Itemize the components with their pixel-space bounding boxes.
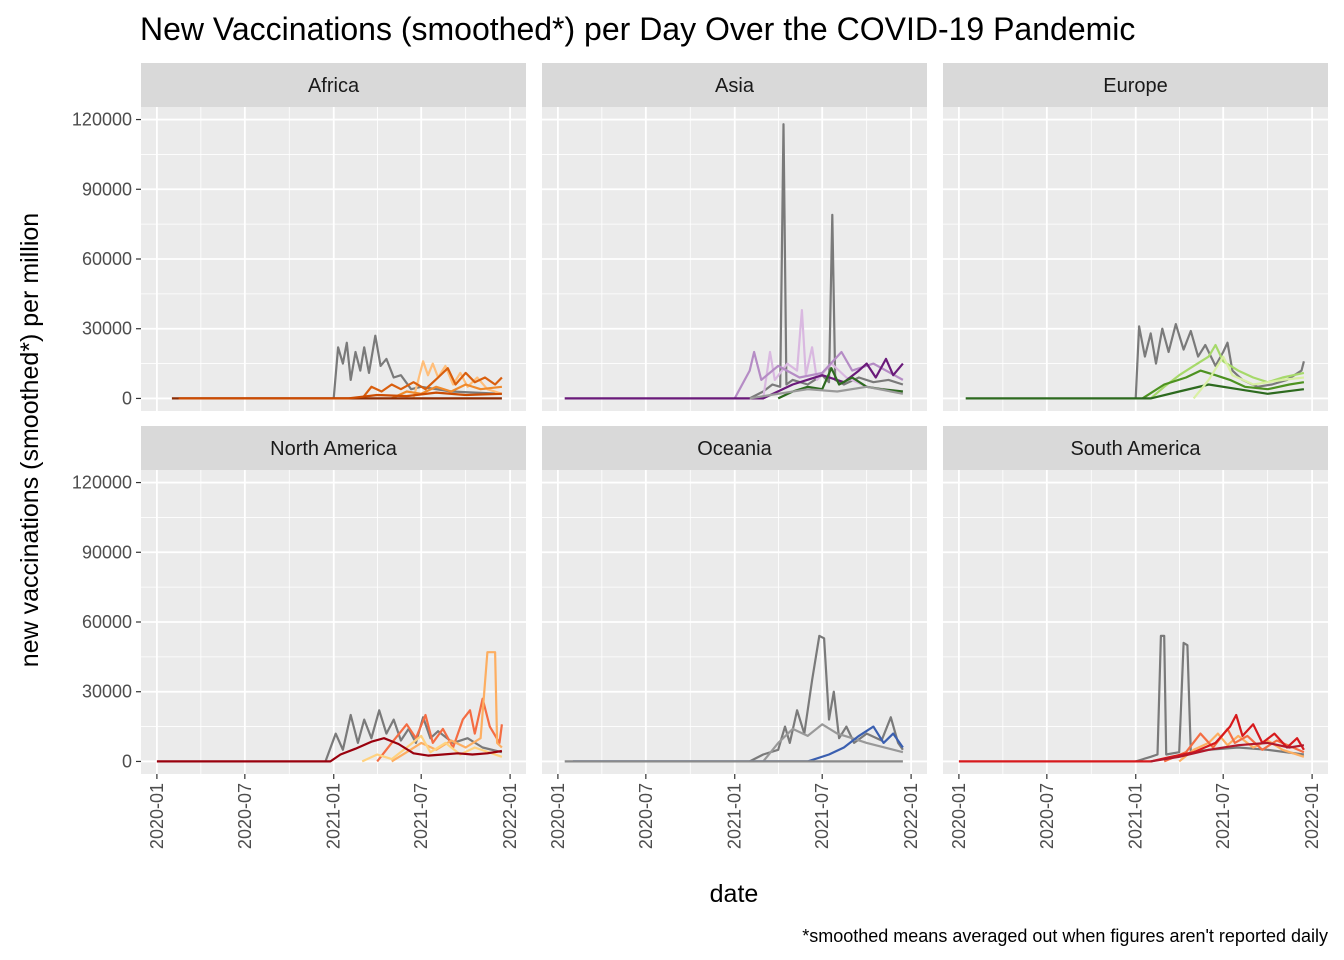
x-tick-label: 2020-07: [636, 783, 656, 849]
facet-north-america: North America 0 30000 60000 90000 120000 2020-…: [72, 426, 526, 849]
y-tick-label: 120000: [72, 473, 132, 493]
facet-strip: [943, 63, 1328, 107]
x-tick-label: 2021-01: [1126, 783, 1146, 849]
x-tick-label: 2021-07: [411, 783, 431, 849]
y-tick-label: 120000: [72, 110, 132, 130]
facet-asia: Asia: [542, 63, 927, 411]
x-tick-label: 2021-07: [812, 783, 832, 849]
series-line: [1163, 727, 1305, 763]
series-line: [1150, 741, 1305, 763]
series-line: [412, 360, 503, 399]
facet-panels: Africa 0 30000 60000 90000 120000 Asia Europe No…: [72, 63, 1328, 849]
facet-strip-label: North America: [270, 438, 398, 460]
series-line: [1141, 369, 1305, 400]
x-tick-label: 2022-01: [901, 783, 921, 849]
y-tick-label: 60000: [82, 249, 132, 269]
series-line: [361, 734, 503, 763]
x-tick-label: 2021-01: [324, 783, 344, 849]
series-line: [1135, 634, 1305, 763]
series-line: [749, 634, 904, 763]
x-tick-label: 2022-01: [500, 783, 520, 849]
x-tick-label: 2020-01: [949, 783, 969, 849]
series-group: [958, 634, 1305, 763]
series-line: [749, 385, 904, 400]
facet-europe: Europe: [943, 63, 1328, 411]
series-line: [958, 713, 1305, 763]
chart-caption: *smoothed means averaged out when figure…: [802, 926, 1328, 946]
x-tick-label: 2021-07: [1213, 783, 1233, 849]
facet-strip-label: Europe: [1103, 75, 1168, 97]
series-line: [1134, 323, 1305, 399]
y-tick-label: 30000: [82, 319, 132, 339]
y-tick-label: 0: [122, 388, 132, 408]
series-group: [564, 123, 904, 400]
y-tick-label: 90000: [82, 179, 132, 199]
series-line: [965, 383, 1305, 400]
y-tick-label: 0: [122, 751, 132, 771]
series-group: [156, 651, 503, 763]
facet-strip: [141, 426, 526, 470]
x-tick-label: 2020-07: [235, 783, 255, 849]
series-line: [376, 697, 503, 763]
series-line: [762, 723, 904, 763]
series-line: [391, 651, 503, 763]
series-group: [965, 323, 1305, 400]
x-tick-label: 2020-01: [548, 783, 568, 849]
series-line: [361, 367, 503, 400]
series-line: [564, 357, 904, 400]
facet-strip: [542, 426, 927, 470]
x-tick-label: 2020-07: [1037, 783, 1057, 849]
facet-strip-label: South America: [1070, 438, 1201, 460]
facet-oceania: Oceania 2020-01 2020-07 2021-01 2021-07 2022-…: [542, 426, 927, 849]
facet-strip-label: Africa: [308, 75, 360, 97]
series-group: [171, 334, 503, 400]
x-axis-title: date: [710, 880, 759, 908]
facet-strip-label: Oceania: [697, 438, 772, 460]
series-line: [1192, 355, 1305, 400]
facet-strip: [542, 63, 927, 107]
facet-south-america: South America 2020-01 2020-07 2021-01 2021-0…: [943, 426, 1328, 849]
series-line: [733, 350, 904, 399]
y-tick-label: 90000: [82, 542, 132, 562]
series-line: [332, 334, 502, 399]
facet-strip: [141, 63, 526, 107]
y-axis-title: new vaccinations (smoothed*) per million: [16, 213, 44, 667]
x-tick-label: 2022-01: [1302, 783, 1322, 849]
chart-title: New Vaccinations (smoothed*) per Day Ove…: [140, 11, 1135, 47]
series-group: [564, 634, 904, 763]
x-tick-label: 2020-01: [147, 783, 167, 849]
facet-strip: [943, 426, 1328, 470]
series-line: [391, 383, 503, 400]
series-line: [156, 737, 503, 763]
series-line: [178, 391, 502, 400]
facet-strip-label: Asia: [715, 75, 755, 97]
facet-africa: Africa 0 30000 60000 90000 120000: [72, 63, 526, 411]
y-tick-label: 60000: [82, 612, 132, 632]
y-tick-label: 30000: [82, 682, 132, 702]
x-tick-label: 2021-01: [725, 783, 745, 849]
